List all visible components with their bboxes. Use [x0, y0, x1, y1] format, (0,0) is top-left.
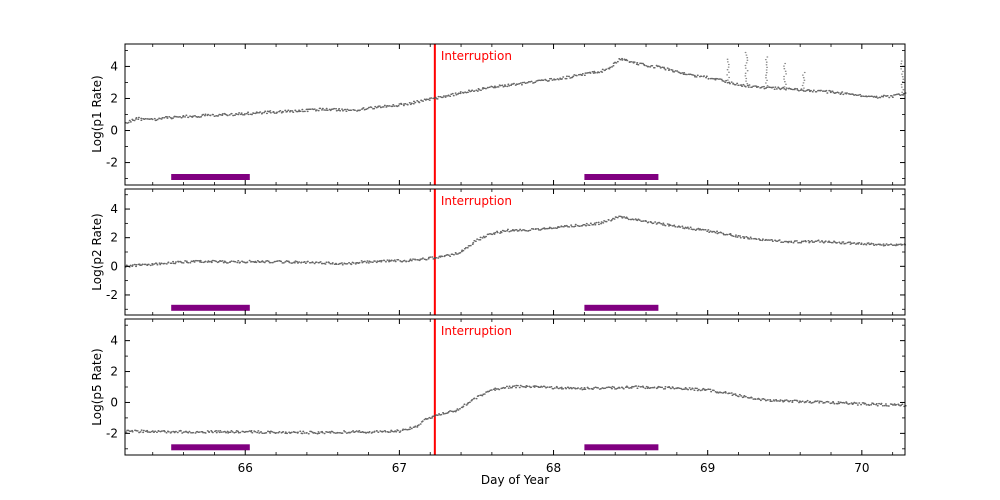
x-tick-label: 67 — [392, 461, 407, 475]
data-series — [125, 384, 907, 435]
y-axis-label-p1: Log(p1 Rate) — [90, 75, 104, 153]
axes-box — [124, 318, 906, 456]
coverage-bar — [171, 444, 250, 451]
y-tick-label: 4 — [110, 202, 118, 216]
y-tick-label: 2 — [110, 231, 118, 245]
coverage-bar — [171, 304, 250, 311]
y-tick-label: -2 — [106, 426, 118, 440]
x-axis-label: Day of Year — [480, 473, 550, 487]
interruption-label: Interruption — [441, 194, 512, 208]
y-tick-label: 0 — [110, 395, 118, 409]
coverage-bar — [584, 444, 659, 451]
data-spikes — [726, 51, 905, 93]
coverage-bar — [584, 174, 659, 180]
y-tick-label: -2 — [106, 288, 118, 302]
coverage-bar — [171, 174, 250, 180]
interruption-label: Interruption — [441, 324, 512, 338]
y-tick-label: -2 — [106, 156, 118, 170]
y-tick-label: 2 — [110, 91, 118, 105]
y-axis-label-p2: Log(p2 Rate) — [90, 213, 104, 291]
data-series — [124, 57, 907, 124]
y-tick-label: 0 — [110, 124, 118, 138]
y-tick-label: 0 — [110, 259, 118, 273]
y-axis-label-p5: Log(p5 Rate) — [90, 348, 104, 426]
x-tick-label: 68 — [546, 461, 561, 475]
y-tick-label: 2 — [110, 365, 118, 379]
x-tick-label: 70 — [854, 461, 869, 475]
axes-box — [124, 188, 906, 316]
x-tick-label: 69 — [700, 461, 715, 475]
interruption-label: Interruption — [441, 49, 512, 63]
x-tick-label: 66 — [238, 461, 253, 475]
y-tick-label: 4 — [110, 59, 118, 73]
coverage-bar — [584, 304, 659, 311]
data-series — [124, 215, 907, 268]
y-tick-label: 4 — [110, 334, 118, 348]
